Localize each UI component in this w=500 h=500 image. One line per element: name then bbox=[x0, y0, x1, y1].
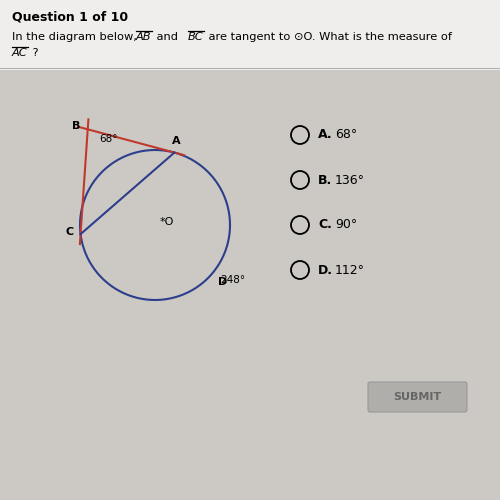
Text: 248°: 248° bbox=[220, 275, 245, 285]
FancyBboxPatch shape bbox=[0, 0, 500, 70]
Text: BC: BC bbox=[188, 32, 204, 42]
Text: B: B bbox=[72, 122, 80, 132]
Text: A.: A. bbox=[318, 128, 332, 141]
Text: In the diagram below,: In the diagram below, bbox=[12, 32, 144, 42]
Text: 136°: 136° bbox=[335, 174, 365, 186]
Text: 112°: 112° bbox=[335, 264, 365, 276]
Text: AB: AB bbox=[136, 32, 152, 42]
Text: D: D bbox=[218, 277, 227, 287]
Text: Question 1 of 10: Question 1 of 10 bbox=[12, 10, 128, 23]
FancyBboxPatch shape bbox=[368, 382, 467, 412]
Text: 90°: 90° bbox=[335, 218, 357, 232]
Text: are tangent to ⊙O. What is the measure of: are tangent to ⊙O. What is the measure o… bbox=[205, 32, 452, 42]
Text: 68°: 68° bbox=[100, 134, 118, 144]
Text: 68°: 68° bbox=[335, 128, 357, 141]
Text: A: A bbox=[172, 136, 180, 145]
Text: C.: C. bbox=[318, 218, 332, 232]
Text: SUBMIT: SUBMIT bbox=[394, 392, 442, 402]
Text: and: and bbox=[153, 32, 185, 42]
Text: C: C bbox=[66, 227, 74, 237]
Text: AC: AC bbox=[12, 48, 28, 58]
Text: B.: B. bbox=[318, 174, 332, 186]
Text: D.: D. bbox=[318, 264, 333, 276]
Text: *O: *O bbox=[160, 217, 174, 227]
Text: ?: ? bbox=[29, 48, 38, 58]
